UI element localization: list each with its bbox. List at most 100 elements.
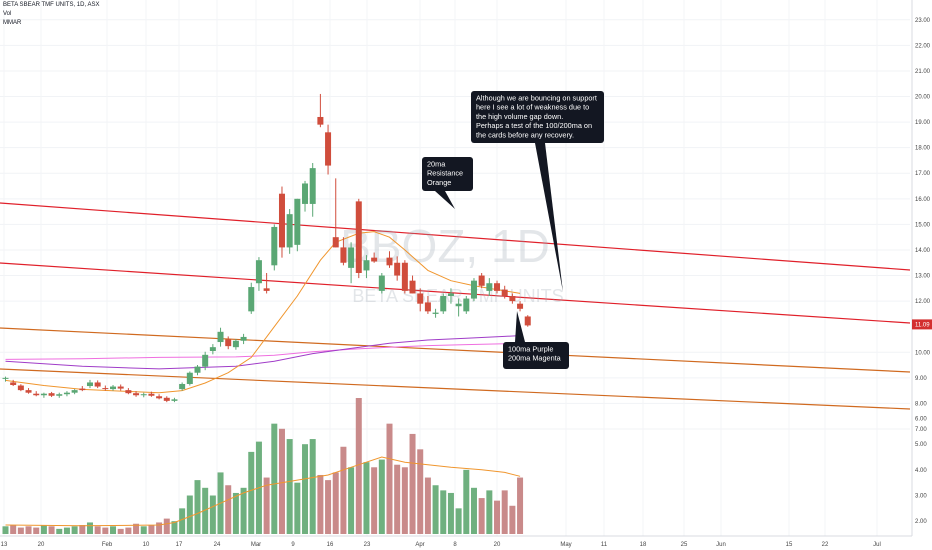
- time-tick-label: 15: [786, 542, 793, 548]
- candle-body: [140, 394, 147, 396]
- time-tick-label: May: [560, 542, 571, 548]
- price-tick-label: 14.00: [915, 248, 931, 254]
- candle-body: [378, 275, 385, 291]
- volume-bar: [470, 487, 477, 534]
- watermark: BBOZ, 1D BETA SBEAR TMF UNITS: [340, 220, 563, 306]
- annotation-text-line: Resistance: [427, 169, 463, 178]
- annotation-box: [503, 342, 569, 369]
- volume-bar: [317, 474, 324, 534]
- candle-body: [117, 386, 124, 389]
- resistance-trendline: [0, 202, 911, 271]
- candle-body: [486, 283, 493, 291]
- ma200-line: [5, 342, 521, 360]
- volume-bar: [271, 423, 278, 534]
- annotation-box: [422, 157, 473, 191]
- annotation-note: Although we are bouncing on supporthere …: [471, 91, 604, 292]
- time-tick-label: 18: [640, 542, 647, 548]
- volume-bar: [110, 526, 117, 534]
- volume-bar: [140, 526, 147, 534]
- price-tick-label: 9.00: [915, 376, 927, 382]
- annotation-pointer: [535, 143, 563, 292]
- time-tick-label: Mar: [251, 542, 261, 548]
- time-tick-label: Feb: [102, 542, 113, 548]
- volume-bar: [517, 477, 524, 534]
- time-tick-label: 8: [453, 542, 457, 548]
- candle-body: [340, 247, 347, 263]
- candle-body: [125, 390, 132, 394]
- candle-body: [163, 397, 170, 401]
- annotation-text-line: Although we are bouncing on support: [476, 94, 597, 103]
- candle-body: [194, 366, 201, 373]
- annotation-text-line: the high volume gap down.: [476, 112, 563, 121]
- volume-bar: [117, 528, 124, 534]
- annotation-box: [471, 91, 604, 143]
- price-tick-label: 7.00: [915, 427, 927, 433]
- volume-tick-label: 2.00: [915, 519, 927, 525]
- volume-bars: [2, 398, 524, 534]
- mmar-legend[interactable]: MMAR: [3, 20, 22, 26]
- volume-bar: [56, 528, 63, 534]
- candle-body: [271, 226, 278, 266]
- candle-body: [110, 386, 117, 390]
- volume-bar: [294, 482, 301, 534]
- candle-body: [94, 382, 101, 387]
- volume-bar: [94, 526, 101, 534]
- volume-bar: [25, 526, 32, 534]
- time-tick-label: 20: [38, 542, 45, 548]
- volume-tick-label: 4.00: [915, 468, 927, 474]
- candle-body: [40, 393, 47, 396]
- time-tick-label: 16: [327, 542, 334, 548]
- candle-body: [156, 396, 163, 399]
- volume-bar: [386, 423, 393, 534]
- ma20-volume-line: [5, 456, 521, 527]
- last-price-tag: [912, 319, 932, 330]
- annotations: Although we are bouncing on supporthere …: [422, 91, 604, 369]
- candle-body: [17, 385, 24, 391]
- candle-body: [232, 340, 239, 348]
- candle-body: [355, 201, 362, 273]
- annotation-text-line: here I see a lot of weakness due to: [476, 103, 589, 112]
- time-tick-label: 10: [143, 542, 150, 548]
- candle-body: [348, 247, 355, 268]
- volume-bar: [40, 525, 47, 534]
- candle-body: [455, 303, 462, 307]
- candle-body: [332, 237, 339, 248]
- volume-bar: [501, 490, 508, 534]
- candle-body: [386, 257, 393, 266]
- volume-tick-label: 3.00: [915, 494, 927, 500]
- candle-body: [494, 283, 501, 291]
- candle-body: [240, 336, 247, 341]
- volume-bar: [232, 492, 239, 534]
- candle-body: [394, 262, 401, 276]
- volume-bar: [156, 522, 163, 534]
- volume-bar: [202, 487, 209, 534]
- candle-body: [202, 354, 209, 367]
- candle-body: [10, 382, 17, 386]
- volume-bar: [194, 480, 201, 534]
- volume-bar: [355, 398, 362, 534]
- symbol-legend[interactable]: BETA SBEAR TMF UNITS, 1D, ASX: [3, 2, 100, 8]
- volume-bar: [332, 472, 339, 534]
- price-tick-label: 12.00: [915, 299, 931, 305]
- moving-averages: [5, 231, 521, 527]
- candle-body: [470, 280, 477, 299]
- candle-body: [463, 298, 470, 312]
- vol-legend[interactable]: Vol: [3, 11, 12, 17]
- candle-body: [86, 382, 93, 387]
- annotation-pointer: [515, 311, 525, 342]
- volume-bar: [401, 467, 408, 534]
- support-trendline: [0, 262, 911, 324]
- candle-body: [517, 303, 524, 309]
- volume-bar: [509, 505, 516, 534]
- volume-bar: [432, 485, 439, 534]
- volume-bar: [447, 492, 454, 534]
- candle-body: [48, 393, 55, 396]
- candle-body: [302, 183, 309, 204]
- volume-bar: [378, 459, 385, 534]
- price-tick-label: 17.00: [915, 171, 931, 177]
- candle-body: [409, 280, 416, 294]
- volume-bar: [79, 525, 86, 534]
